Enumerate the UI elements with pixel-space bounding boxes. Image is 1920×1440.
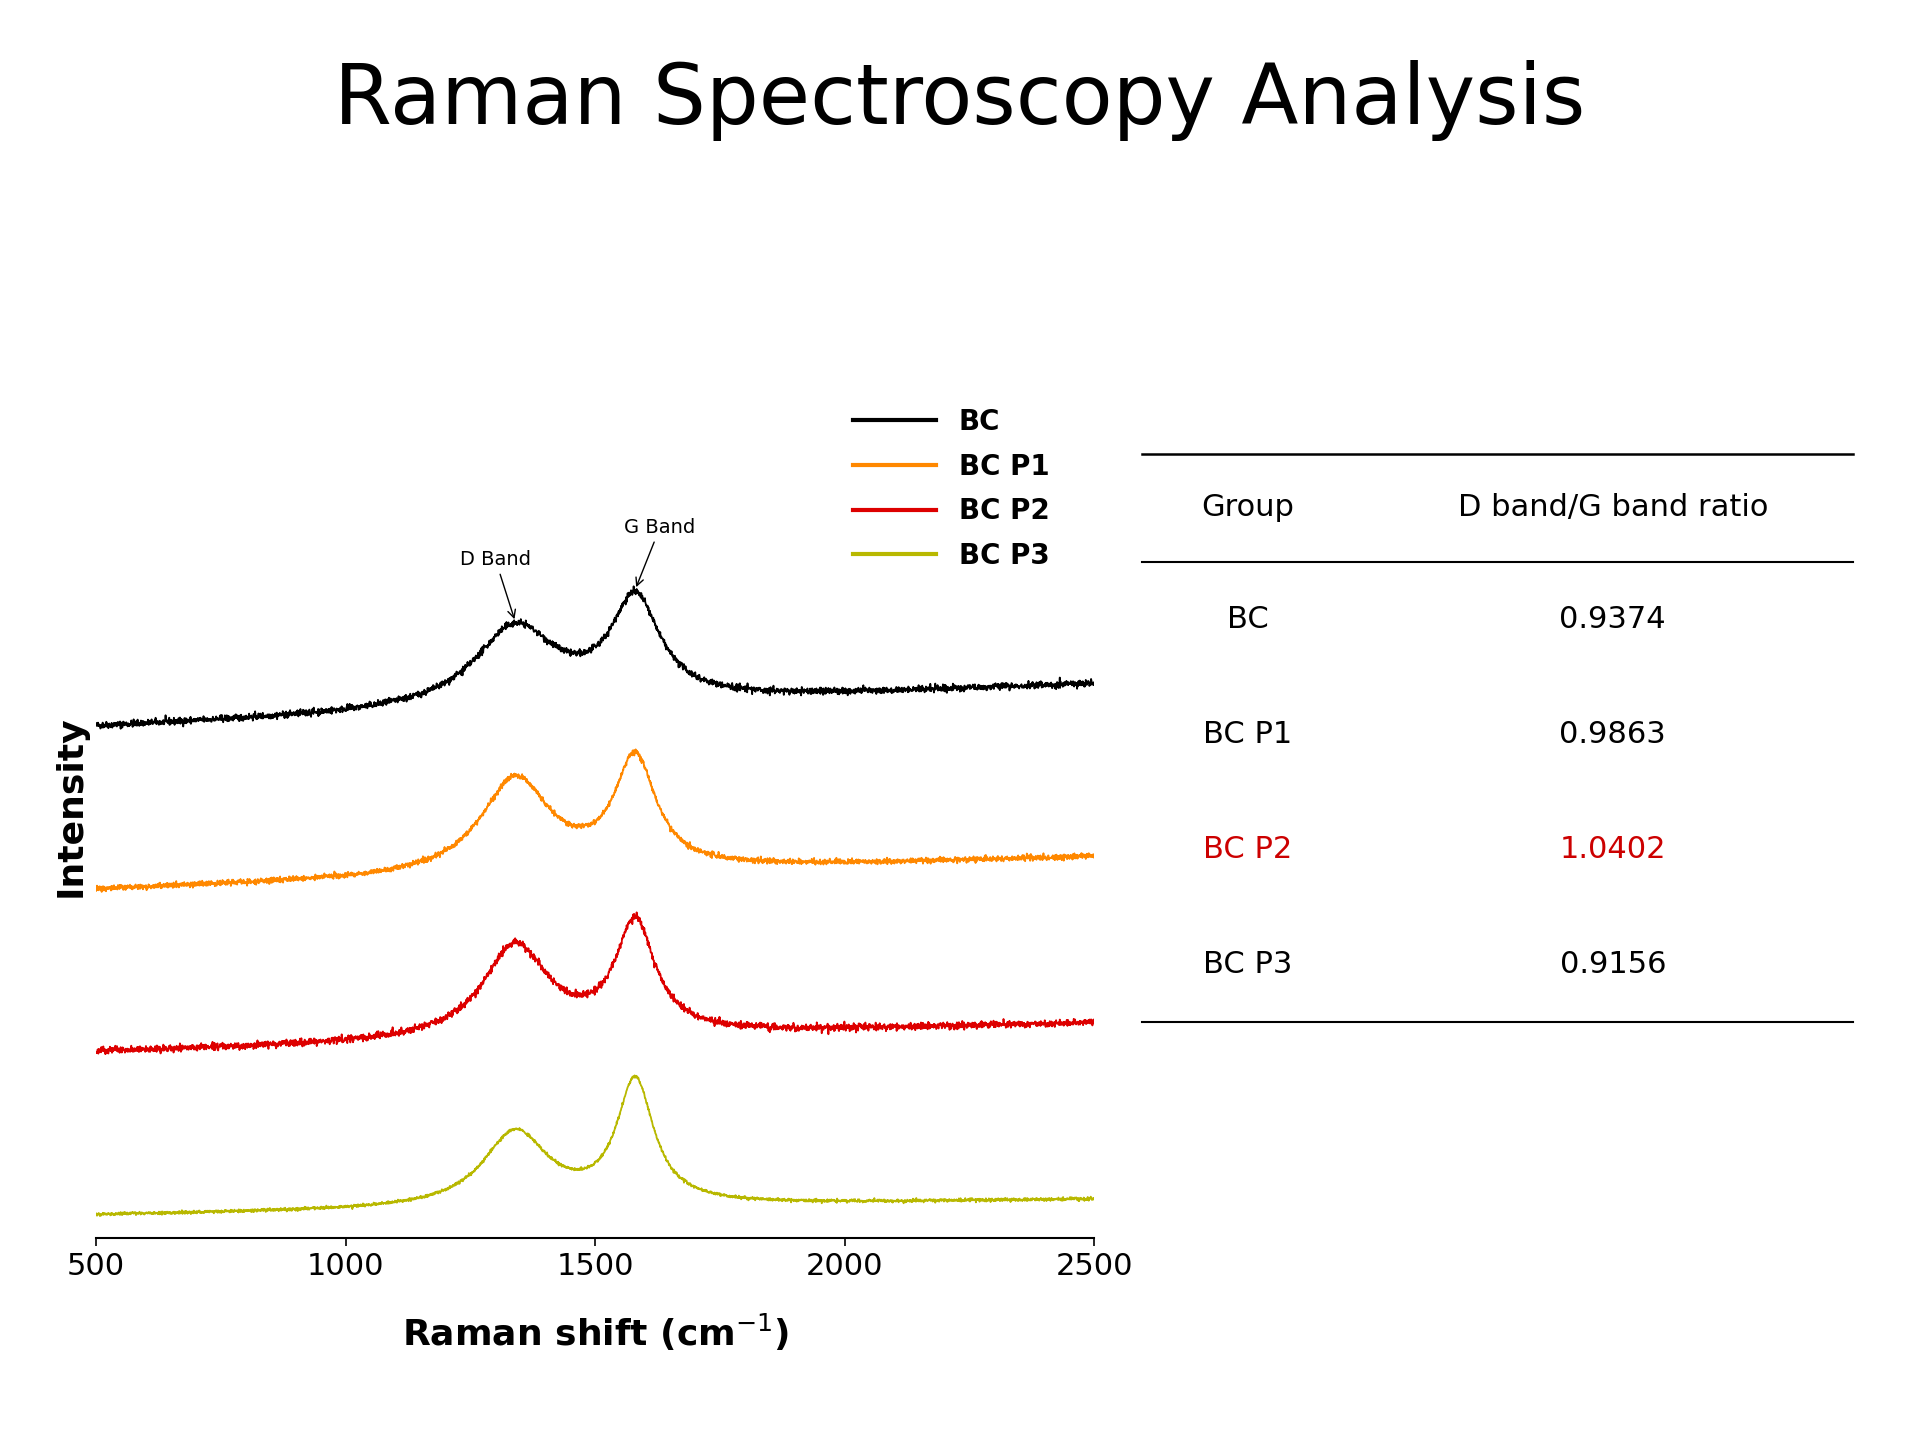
BC P1 <box>84 883 108 900</box>
Text: 0.9156: 0.9156 <box>1559 950 1667 979</box>
BC <box>84 716 108 733</box>
Text: Group: Group <box>1202 492 1294 523</box>
BC <box>1064 674 1087 691</box>
BC P3 <box>1083 1191 1106 1208</box>
BC <box>468 649 492 667</box>
BC P2 <box>1064 1014 1087 1031</box>
BC P1 <box>468 808 492 825</box>
BC P3 <box>84 1205 108 1223</box>
BC P3 <box>511 1122 534 1139</box>
BC <box>257 706 280 723</box>
BC P1 <box>198 873 221 890</box>
BC <box>511 615 534 632</box>
Text: BC P2: BC P2 <box>1204 835 1292 864</box>
BC P1 <box>257 876 280 893</box>
BC P1 <box>1083 848 1106 865</box>
Text: 0.9863: 0.9863 <box>1559 720 1667 749</box>
BC P3 <box>956 1191 979 1208</box>
Text: BC P3: BC P3 <box>1204 950 1292 979</box>
BC P3 <box>1064 1189 1087 1207</box>
BC P3 <box>257 1200 280 1217</box>
BC P2 <box>198 1038 221 1056</box>
Text: BC: BC <box>1227 605 1269 634</box>
BC P2 <box>84 1044 108 1061</box>
BC P1 <box>90 883 113 900</box>
Text: D Band: D Band <box>461 550 530 618</box>
BC P1 <box>956 851 979 868</box>
Text: Raman shift (cm$^{-1}$): Raman shift (cm$^{-1}$) <box>401 1312 789 1352</box>
Legend: BC, BC P1, BC P2, BC P3: BC, BC P1, BC P2, BC P3 <box>843 397 1060 582</box>
BC <box>956 677 979 694</box>
Line: BC: BC <box>96 586 1094 729</box>
BC <box>1083 674 1106 691</box>
BC P3 <box>468 1158 492 1175</box>
BC P2 <box>956 1014 979 1031</box>
Line: BC P1: BC P1 <box>96 749 1094 891</box>
Text: D band/G band ratio: D band/G band ratio <box>1457 492 1768 523</box>
Text: 0.9374: 0.9374 <box>1559 605 1667 634</box>
Line: BC P3: BC P3 <box>96 1076 1094 1217</box>
BC P1 <box>624 740 647 757</box>
BC P2 <box>1083 1012 1106 1030</box>
BC <box>109 720 132 737</box>
BC P3 <box>88 1208 111 1225</box>
BC P1 <box>511 770 534 788</box>
BC P3 <box>198 1202 221 1220</box>
Text: 1.0402: 1.0402 <box>1559 835 1667 864</box>
BC P2 <box>257 1035 280 1053</box>
BC P2 <box>94 1045 117 1063</box>
Text: BC P1: BC P1 <box>1204 720 1292 749</box>
Line: BC P2: BC P2 <box>96 913 1094 1054</box>
BC P2 <box>468 978 492 995</box>
BC P2 <box>626 904 649 922</box>
Text: Raman Spectroscopy Analysis: Raman Spectroscopy Analysis <box>334 60 1586 141</box>
Text: G Band: G Band <box>624 518 695 586</box>
BC <box>622 577 645 595</box>
BC P3 <box>624 1067 647 1084</box>
Y-axis label: Intensity: Intensity <box>54 716 88 897</box>
BC P1 <box>1064 848 1087 865</box>
BC P2 <box>511 933 534 950</box>
BC <box>198 711 221 729</box>
